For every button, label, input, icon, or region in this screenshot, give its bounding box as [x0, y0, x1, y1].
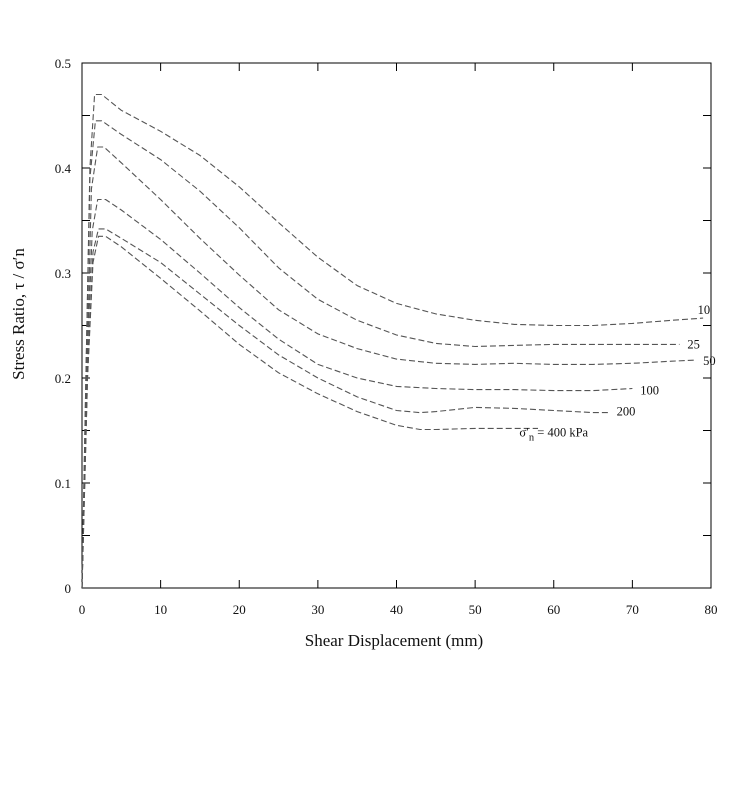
y-tick-label: 0.5: [55, 56, 71, 71]
series-label: 10: [698, 303, 711, 317]
series-label-400kpa: σ′n = 400 kPa: [519, 426, 588, 444]
series-line-0: [81, 93, 704, 589]
x-tick-label: 70: [626, 602, 639, 617]
series-line-2: [81, 146, 696, 589]
x-tick-label: 0: [79, 602, 86, 617]
y-tick-label: 0.4: [55, 161, 72, 176]
series-line-4: [81, 228, 609, 589]
series-label: 50: [703, 354, 716, 368]
x-tick-labels: 0 10 20 30 40 50 60 70 80: [79, 602, 718, 617]
series-line-1: [81, 120, 680, 589]
x-tick-label: 80: [705, 602, 718, 617]
y-tick-label: 0.1: [55, 476, 71, 491]
x-tick-label: 50: [469, 602, 482, 617]
y-tick-label: 0.3: [55, 266, 71, 281]
x-tick-label: 30: [311, 602, 324, 617]
series-label: 25: [687, 337, 700, 351]
y-tick-labels: 0 0.1 0.2 0.3 0.4 0.5: [55, 56, 72, 596]
y-tick-label: 0.2: [55, 371, 71, 386]
axis-ticks: [81, 62, 712, 589]
series-label: 200: [617, 405, 636, 419]
x-tick-label: 10: [154, 602, 167, 617]
x-axis-title: Shear Displacement (mm): [305, 631, 483, 650]
series-line-3: [81, 198, 633, 589]
x-tick-label: 40: [390, 602, 403, 617]
series-label: 100: [640, 384, 659, 398]
y-axis-title: Stress Ratio, τ / σ′n: [9, 248, 28, 380]
x-tick-label: 60: [547, 602, 560, 617]
series-line-5: [81, 235, 538, 589]
plot-frame: [81, 62, 712, 589]
series-lines: [81, 93, 704, 589]
y-tick-label: 0: [65, 581, 72, 596]
x-tick-label: 20: [233, 602, 246, 617]
